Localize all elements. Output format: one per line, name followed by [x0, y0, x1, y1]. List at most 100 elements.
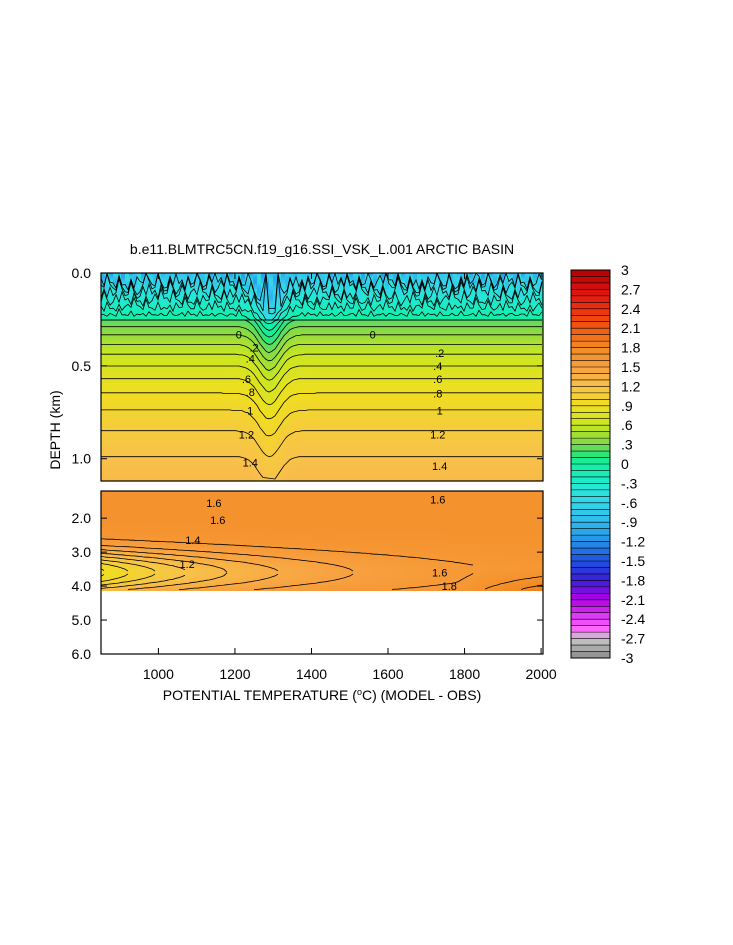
fill-cell [373, 349, 378, 352]
fill-cell [181, 315, 186, 318]
fill-cell [449, 329, 454, 332]
fill-cell [173, 281, 178, 284]
fill-cell [441, 307, 446, 310]
fill-cell [193, 329, 198, 332]
fill-cell [421, 297, 426, 300]
fill-cell [461, 339, 466, 342]
fill-cell [245, 297, 250, 300]
fill-cell [509, 325, 514, 328]
fill-cell [213, 295, 218, 298]
fill-cell [105, 329, 110, 332]
fill-cell [297, 335, 302, 338]
fill-cell [473, 329, 478, 332]
fill-cell [429, 307, 434, 310]
fill-cell [361, 327, 366, 330]
fill-cell [165, 305, 170, 308]
fill-cell [105, 303, 110, 306]
fill-cell [305, 287, 310, 290]
fill-cell [137, 329, 142, 332]
fill-cell [297, 305, 302, 308]
fill-cell [369, 357, 374, 360]
fill-cell [409, 313, 414, 316]
fill-cell [173, 327, 178, 330]
fill-cell [529, 305, 534, 308]
fill-cell [313, 283, 318, 286]
fill-cell [181, 305, 186, 308]
fill-cell [385, 361, 390, 364]
fill-cell [385, 285, 390, 288]
fill-cell [349, 339, 354, 342]
fill-cell [309, 349, 314, 352]
fill-cell [181, 359, 186, 362]
fill-cell [361, 361, 366, 364]
fill-cell [277, 317, 282, 320]
fill-cell [273, 287, 278, 290]
fill-cell [101, 347, 106, 350]
fill-cell [185, 273, 190, 276]
fill-cell [301, 341, 306, 344]
fill-cell [365, 357, 370, 360]
fill-cell [269, 273, 274, 276]
fill-cell [341, 339, 346, 342]
fill-cell [113, 307, 118, 310]
fill-cell [361, 323, 366, 326]
fill-cell [401, 327, 406, 330]
fill-cell [309, 339, 314, 342]
fill-cell [225, 345, 230, 348]
fill-cell [341, 345, 346, 348]
fill-cell [213, 325, 218, 328]
fill-cell [137, 303, 142, 306]
fill-cell [521, 287, 526, 290]
fill-cell [225, 339, 230, 342]
fill-cell [233, 301, 238, 304]
fill-cell [269, 295, 274, 298]
fill-cell [337, 347, 342, 350]
fill-cell [425, 361, 430, 364]
fill-cell [109, 321, 114, 324]
fill-cell [329, 337, 334, 340]
fill-cell [137, 331, 142, 334]
fill-cell [205, 361, 210, 364]
fill-cell [189, 285, 194, 288]
fill-cell [237, 325, 242, 328]
fill-cell [309, 359, 314, 362]
fill-cell [357, 317, 362, 320]
fill-cell [157, 329, 162, 332]
fill-cell [173, 361, 178, 364]
fill-cell [269, 349, 274, 352]
fill-cell [473, 351, 478, 354]
fill-cell [205, 347, 210, 350]
fill-cell [309, 357, 314, 360]
fill-cell [377, 351, 382, 354]
fill-cell [101, 287, 106, 290]
fill-cell [137, 327, 142, 330]
fill-cell [465, 323, 470, 326]
fill-cell [473, 317, 478, 320]
fill-cell [129, 291, 134, 294]
fill-cell [265, 327, 270, 330]
fill-cell [481, 337, 486, 340]
fill-cell [353, 305, 358, 308]
fill-cell [129, 323, 134, 326]
fill-cell [501, 333, 506, 336]
fill-cell [425, 293, 430, 296]
fill-cell [193, 355, 198, 358]
fill-cell [109, 317, 114, 320]
fill-cell [229, 275, 234, 278]
fill-cell [321, 347, 326, 350]
fill-cell [137, 281, 142, 284]
fill-cell [265, 321, 270, 324]
fill-cell [441, 349, 446, 352]
fill-cell [329, 331, 334, 334]
fill-cell [517, 351, 522, 354]
fill-cell [173, 299, 178, 302]
fill-cell [521, 305, 526, 308]
fill-cell [349, 309, 354, 312]
fill-cell [369, 287, 374, 290]
fill-cell [485, 299, 490, 302]
fill-cell [225, 279, 230, 282]
fill-cell [497, 361, 502, 364]
fill-cell [413, 357, 418, 360]
fill-cell [313, 287, 318, 290]
fill-cell [505, 337, 510, 340]
